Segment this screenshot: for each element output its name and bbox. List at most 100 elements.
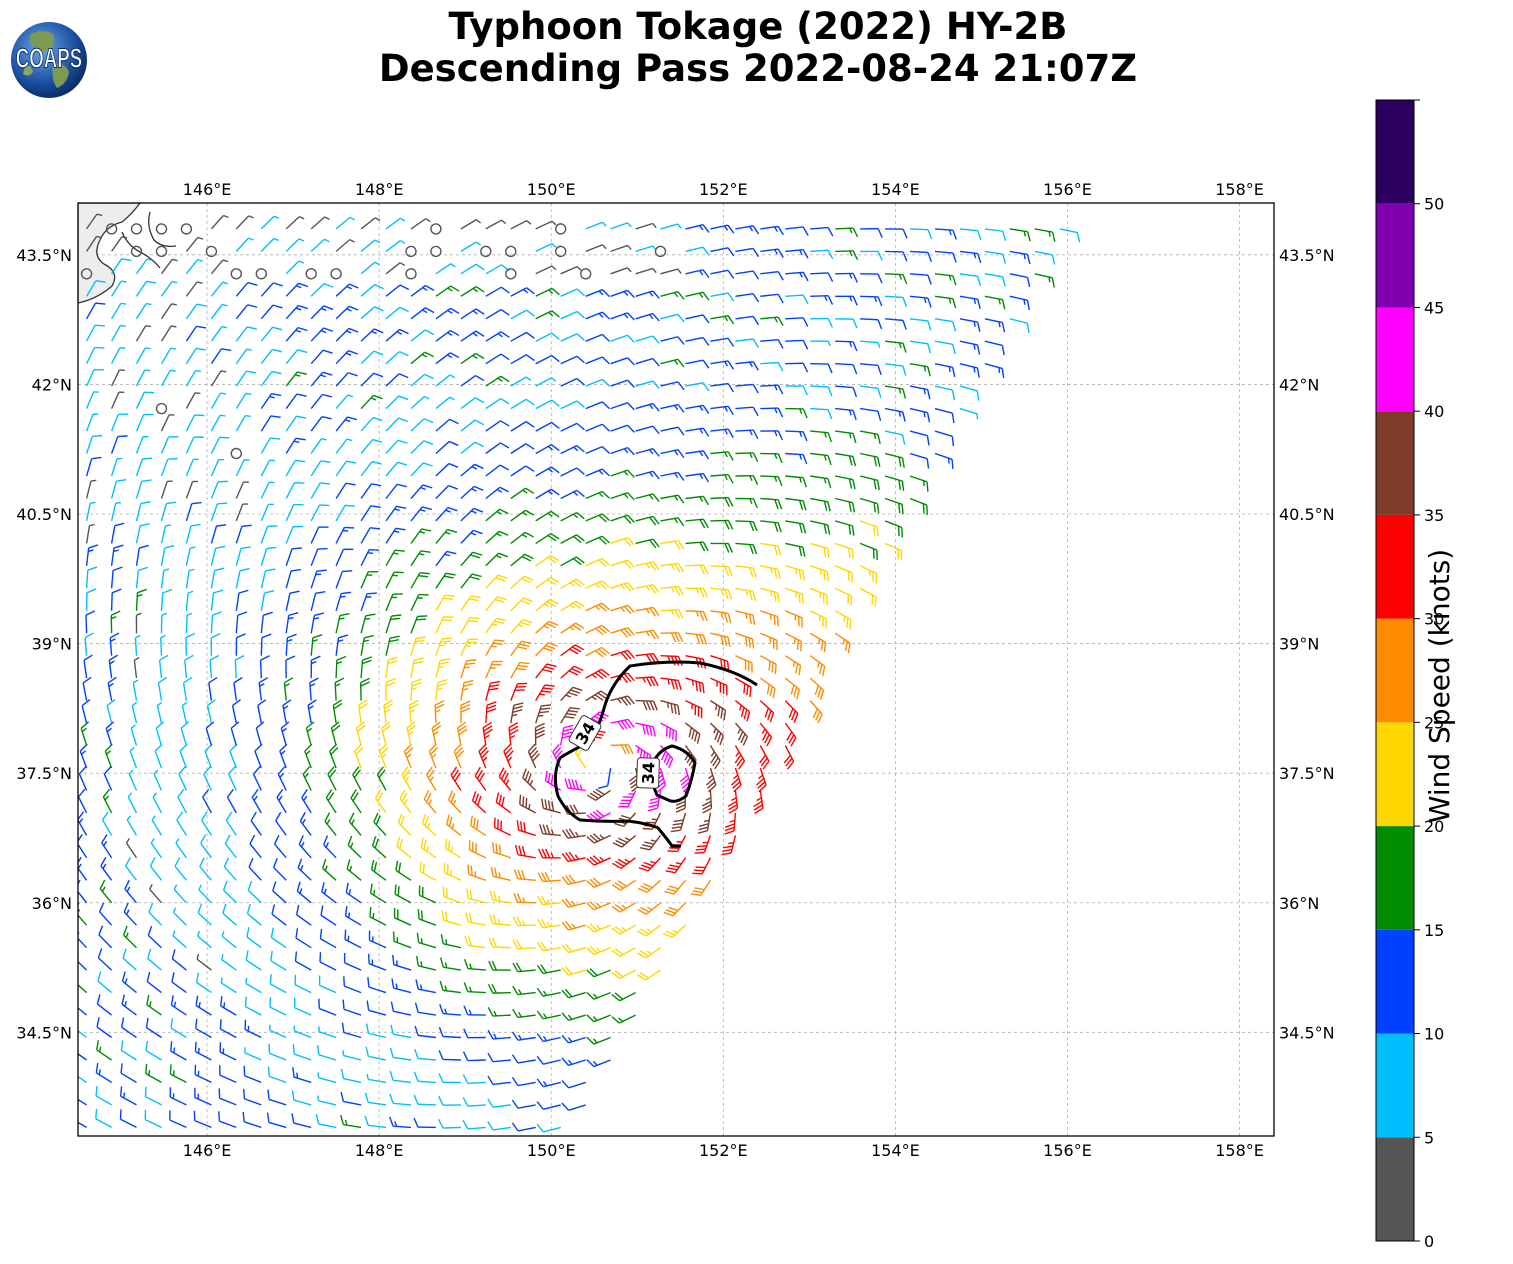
wind-barb xyxy=(170,1041,187,1061)
wind-barb xyxy=(160,612,168,634)
wind-barb xyxy=(396,836,412,859)
wind-barb xyxy=(611,924,636,935)
wind-barb xyxy=(485,617,506,634)
wind-barb xyxy=(535,642,558,657)
wind-barb xyxy=(127,792,138,814)
wind-barb xyxy=(511,1122,536,1132)
wind-barb xyxy=(272,858,287,881)
wind-barb xyxy=(272,881,287,904)
wind-barb xyxy=(413,1117,436,1129)
wind-barb xyxy=(122,948,137,971)
wind-barb xyxy=(160,545,175,566)
wind-barb xyxy=(359,677,370,701)
wind-barb xyxy=(485,680,501,701)
wind-barb xyxy=(195,972,212,994)
wind-barb xyxy=(710,565,733,577)
wind-barbs xyxy=(78,213,1081,1133)
wind-barb xyxy=(460,595,481,612)
colorbar-bin xyxy=(1376,411,1414,515)
wind-barb xyxy=(735,677,752,698)
wind-barb xyxy=(85,523,95,544)
wind-barb xyxy=(209,654,220,679)
wind-barb xyxy=(660,677,682,691)
wind-barb xyxy=(327,766,337,791)
wind-barb xyxy=(172,907,187,926)
wind-barb xyxy=(660,699,681,716)
wind-barb xyxy=(357,699,368,724)
wind-barb xyxy=(201,811,212,836)
wind-barb xyxy=(199,857,212,881)
wind-barb xyxy=(535,554,560,567)
wind-barb xyxy=(341,1022,362,1039)
colorbar-bin xyxy=(1376,618,1414,723)
wind-barb xyxy=(210,545,226,566)
wind-barb xyxy=(317,1072,337,1084)
wind-barb xyxy=(366,1000,387,1016)
wind-barb xyxy=(431,721,442,746)
wind-barb xyxy=(478,743,489,769)
wind-barb xyxy=(81,699,91,724)
wind-barb xyxy=(510,640,532,657)
wind-barb xyxy=(586,1014,611,1023)
wind-barb xyxy=(367,953,387,971)
wind-barb xyxy=(267,1066,287,1084)
wind-barb xyxy=(512,916,536,927)
wind-barb xyxy=(685,610,708,622)
wind-barb xyxy=(146,971,162,994)
wind-barb xyxy=(537,918,561,929)
wind-barb xyxy=(366,1073,387,1084)
wind-barb xyxy=(109,632,120,656)
wind-barb xyxy=(144,1109,162,1129)
colorbar-tick-label: 15 xyxy=(1424,921,1444,940)
wind-barb xyxy=(149,857,163,881)
wind-barb xyxy=(271,904,287,926)
wind-barb xyxy=(309,677,319,701)
wind-barb xyxy=(809,700,823,724)
wind-barb xyxy=(307,699,317,724)
wind-barb xyxy=(224,834,237,859)
wind-barb xyxy=(660,722,678,742)
wind-barb xyxy=(85,566,98,589)
wind-barb xyxy=(160,568,170,589)
wind-barb xyxy=(222,903,237,926)
coastline-detail xyxy=(121,211,177,269)
wind-barb xyxy=(120,1040,137,1061)
wind-barb xyxy=(561,898,586,908)
wind-barb xyxy=(637,879,661,893)
wind-barb xyxy=(637,924,661,937)
colorbar-bin xyxy=(1376,1137,1414,1241)
wind-barb xyxy=(492,842,512,859)
wind-barb xyxy=(586,788,611,801)
wind-barb xyxy=(635,583,660,594)
wind-barb xyxy=(561,1102,586,1112)
wind-barb xyxy=(809,587,828,605)
wind-barb xyxy=(391,978,412,994)
wind-barb xyxy=(487,1007,511,1017)
wind-barb xyxy=(270,950,287,971)
wind-barb xyxy=(210,611,222,634)
wind-barb xyxy=(466,888,486,904)
wind-barb xyxy=(246,927,262,949)
wind-barb xyxy=(374,789,387,814)
wind-barb xyxy=(185,612,193,634)
wind-barb xyxy=(249,834,262,859)
wind-barb xyxy=(471,791,487,814)
wind-barb xyxy=(160,634,166,656)
wind-barb xyxy=(99,879,113,904)
wind-barb xyxy=(612,857,637,869)
wind-barb xyxy=(385,614,402,634)
wind-barb xyxy=(246,903,262,926)
wind-barb xyxy=(169,1087,187,1106)
wind-barb xyxy=(538,824,561,837)
wind-barb xyxy=(701,790,713,814)
wind-barb xyxy=(663,902,687,917)
wind-barb xyxy=(301,789,312,814)
wind-barb xyxy=(760,565,781,580)
wind-barb xyxy=(438,1050,461,1061)
wind-barb xyxy=(809,610,828,629)
wind-barb xyxy=(348,812,362,836)
wind-barb xyxy=(297,858,312,881)
wind-barb xyxy=(785,610,803,628)
wind-barb xyxy=(280,721,290,746)
